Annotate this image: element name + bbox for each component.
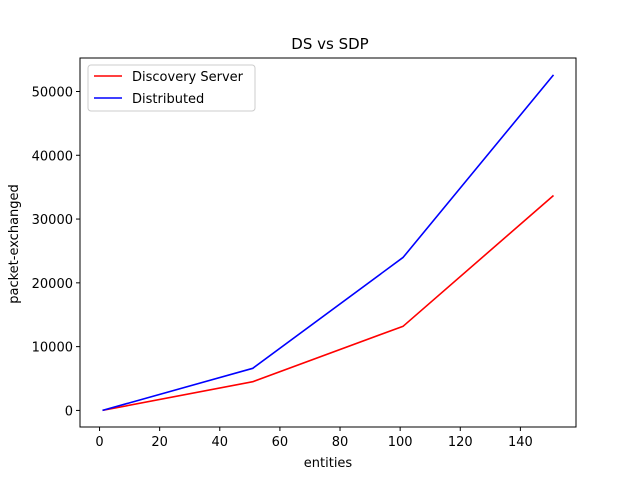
x-axis: 0 20 40 60 80 100 120 140 <box>95 427 533 450</box>
x-tick-label: 60 <box>272 435 289 450</box>
legend-label: Discovery Server <box>132 70 244 85</box>
x-axis-label: entities <box>304 456 353 471</box>
y-tick-label: 20000 <box>32 277 73 292</box>
x-tick-label: 140 <box>508 435 533 450</box>
legend: Discovery Server Distributed <box>87 64 256 112</box>
y-tick-label: 0 <box>65 404 73 419</box>
series-line-discovery-server <box>102 194 555 412</box>
y-tick-label: 40000 <box>32 149 73 164</box>
x-tick-label: 40 <box>212 435 229 450</box>
y-tick-label: 50000 <box>32 85 73 100</box>
x-tick-label: 0 <box>95 435 103 450</box>
x-tick-label: 120 <box>448 435 473 450</box>
y-tick-label: 10000 <box>32 341 73 356</box>
legend-label: Distributed <box>132 92 204 107</box>
legend-box <box>87 64 256 112</box>
x-tick-label: 20 <box>151 435 168 450</box>
plot-frame <box>79 57 577 428</box>
series-line-distributed <box>102 74 555 412</box>
y-tick-label: 30000 <box>32 213 73 228</box>
y-axis: 0 10000 20000 30000 40000 50000 <box>32 85 80 419</box>
x-tick-label: 100 <box>388 435 413 450</box>
y-axis-label: packet-exchanged <box>7 184 22 304</box>
x-tick-label: 80 <box>332 435 349 450</box>
chart-title: DS vs SDP <box>291 35 368 53</box>
